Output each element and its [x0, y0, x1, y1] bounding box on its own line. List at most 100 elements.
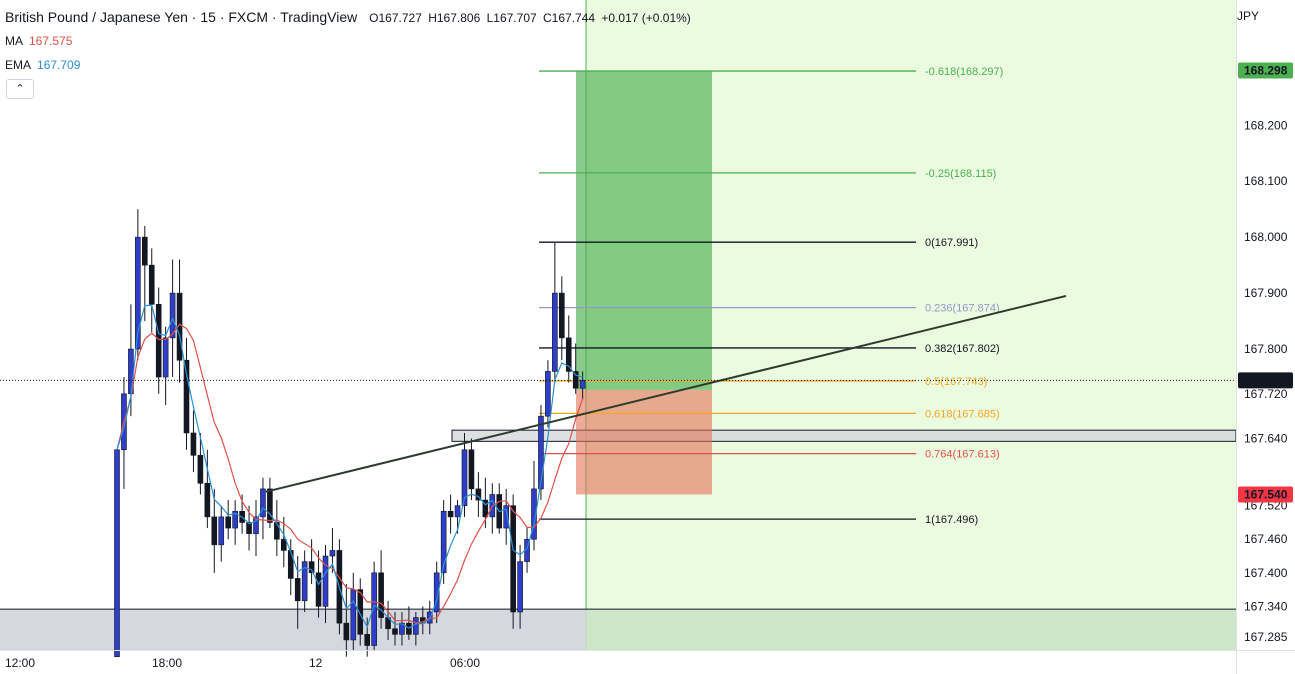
- fib-level-label: 1(167.496): [925, 514, 978, 526]
- candle[interactable]: [301, 561, 308, 602]
- price-badge-label: 167.540: [1244, 487, 1288, 501]
- candle[interactable]: [531, 488, 537, 540]
- candle[interactable]: [350, 589, 357, 641]
- candle[interactable]: [357, 589, 364, 635]
- candle[interactable]: [399, 622, 405, 635]
- candle[interactable]: [232, 510, 238, 529]
- open-value: O167.727: [369, 11, 422, 25]
- price-tick-label: 167.800: [1244, 342, 1288, 356]
- candle[interactable]: [454, 505, 461, 518]
- candle[interactable]: [169, 292, 176, 339]
- candle[interactable]: [274, 522, 280, 540]
- fib-level-label: 0.236(167.874): [925, 303, 1000, 315]
- candle[interactable]: [461, 449, 468, 506]
- support-zone-lower-future: [586, 609, 1236, 650]
- fib-level-label: 0.764(167.613): [925, 449, 1000, 461]
- candle[interactable]: [364, 634, 371, 646]
- symbol-title: British Pound / Japanese Yen · 15 · FXCM…: [5, 9, 358, 25]
- ma-indicator-value: 167.575: [29, 34, 73, 48]
- candle[interactable]: [475, 488, 482, 501]
- ohlc-values: O167.727 H167.806 L167.707 C167.744 +0.0…: [369, 11, 694, 25]
- price-tick-label: 168.000: [1244, 230, 1288, 244]
- candle[interactable]: [246, 522, 252, 534]
- candle[interactable]: [329, 550, 336, 557]
- price-badge: [1238, 486, 1293, 503]
- candle[interactable]: [433, 572, 440, 613]
- candle[interactable]: [545, 371, 551, 417]
- support-zone-lower[interactable]: [0, 609, 586, 650]
- candle[interactable]: [176, 292, 183, 361]
- candle[interactable]: [413, 617, 419, 635]
- candle[interactable]: [211, 516, 218, 546]
- ma-line[interactable]: [116, 323, 584, 624]
- price-tick-label: 167.720: [1244, 387, 1288, 401]
- price-badge: [1238, 372, 1293, 389]
- candle[interactable]: [517, 561, 523, 613]
- candle[interactable]: [392, 628, 398, 635]
- fib-level-label: -0.25(168.115): [925, 168, 996, 180]
- candle[interactable]: [204, 483, 211, 518]
- price-tick-label: 167.340: [1244, 599, 1288, 613]
- candle[interactable]: [440, 510, 447, 574]
- candle[interactable]: [510, 505, 516, 613]
- fib-level-label: 0.618(167.685): [925, 408, 1000, 420]
- candle[interactable]: [294, 578, 301, 602]
- candle[interactable]: [343, 622, 350, 641]
- candle[interactable]: [260, 488, 266, 518]
- axis-currency-label: JPY: [1237, 9, 1260, 23]
- time-tick-label: 12:00: [5, 656, 35, 670]
- candle[interactable]: [253, 516, 259, 534]
- candle[interactable]: [267, 488, 273, 523]
- candle[interactable]: [558, 292, 565, 339]
- candle[interactable]: [378, 572, 384, 618]
- ema-indicator-row[interactable]: EMA 167.709: [5, 58, 80, 72]
- fib-level-label: 0(167.991): [925, 237, 978, 249]
- price-tick-label: 167.900: [1244, 286, 1288, 300]
- candle[interactable]: [468, 449, 475, 490]
- candle[interactable]: [155, 304, 162, 378]
- price-tick-label: 168.100: [1244, 174, 1288, 188]
- candle[interactable]: [579, 380, 586, 389]
- candle[interactable]: [538, 415, 544, 490]
- ma-indicator-row[interactable]: MA 167.575: [5, 34, 72, 48]
- candle[interactable]: [225, 516, 231, 529]
- candle[interactable]: [114, 449, 120, 658]
- candle[interactable]: [322, 555, 329, 607]
- candle[interactable]: [482, 499, 489, 518]
- time-tick-label: 18:00: [152, 656, 182, 670]
- candle[interactable]: [447, 510, 454, 518]
- high-value: H167.806: [428, 11, 481, 25]
- candle[interactable]: [142, 236, 148, 266]
- price-tick-label: 168.200: [1244, 118, 1288, 132]
- price-tick-label: 167.285: [1244, 630, 1288, 644]
- candle[interactable]: [135, 236, 141, 350]
- candle[interactable]: [371, 572, 377, 646]
- trendline[interactable]: [265, 294, 1067, 493]
- chart-legend: British Pound / Japanese Yen · 15 · FXCM…: [5, 9, 694, 25]
- long-position-stop-zone[interactable]: [576, 389, 712, 495]
- candle[interactable]: [218, 516, 225, 546]
- candle[interactable]: [190, 432, 197, 456]
- chevron-up-icon: ⌃: [15, 83, 25, 95]
- candle[interactable]: [503, 505, 510, 529]
- candle[interactable]: [308, 561, 315, 574]
- candle[interactable]: [552, 292, 558, 372]
- collapse-legend-button[interactable]: ⌃: [6, 79, 34, 99]
- candle[interactable]: [565, 337, 572, 372]
- candle[interactable]: [572, 371, 579, 389]
- candle[interactable]: [148, 264, 155, 305]
- candle[interactable]: [315, 572, 322, 607]
- candle[interactable]: [162, 337, 169, 378]
- long-position-target-zone[interactable]: [576, 70, 712, 390]
- ma-indicator-label: MA: [5, 34, 23, 48]
- fib-level-label: 0.382(167.802): [925, 343, 1000, 355]
- candle[interactable]: [287, 550, 294, 579]
- ema-line[interactable]: [116, 304, 583, 629]
- candle[interactable]: [183, 359, 190, 434]
- candle[interactable]: [406, 622, 412, 635]
- candle[interactable]: [197, 455, 204, 484]
- time-tick-label: 12: [309, 656, 323, 670]
- candle[interactable]: [280, 538, 287, 551]
- change-value: +0.017 (+0.01%): [601, 11, 691, 25]
